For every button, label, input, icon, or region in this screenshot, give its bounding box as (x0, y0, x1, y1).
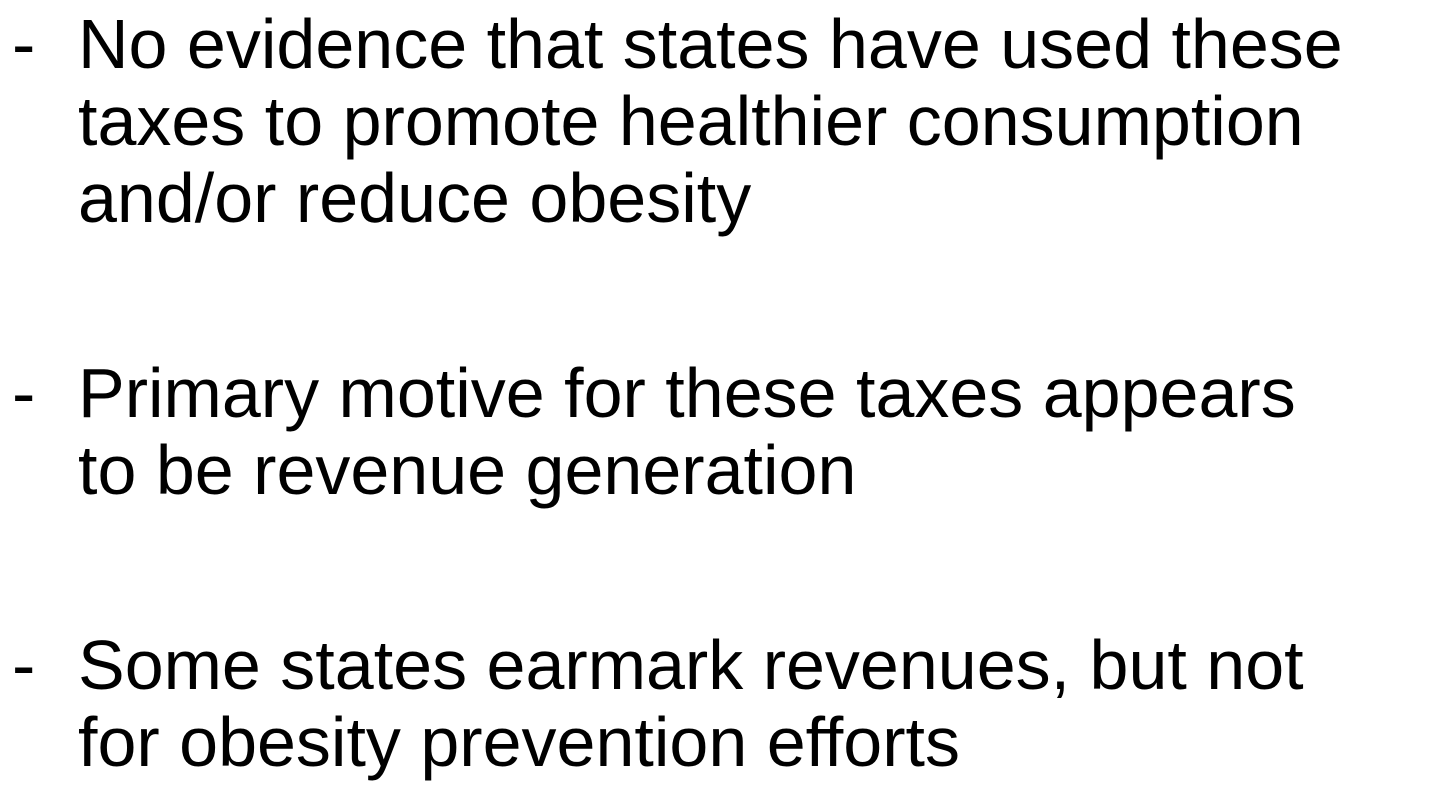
bullet-text: taxes to promote healthier consumption (78, 82, 1304, 160)
bullet-marker: - (12, 626, 35, 704)
bullet-text: to be revenue generation (78, 431, 856, 509)
bullet-text: No evidence that states have used these (78, 5, 1343, 83)
bullet-text: Some states earmark revenues, but not (78, 626, 1304, 704)
bullet-text: Primary motive for these taxes appears (78, 354, 1296, 432)
bullet-marker: - (12, 354, 35, 432)
bullet-text: and/or reduce obesity (78, 159, 751, 237)
bullet-text: for obesity prevention efforts (78, 703, 960, 781)
bullet-marker: - (12, 5, 35, 83)
